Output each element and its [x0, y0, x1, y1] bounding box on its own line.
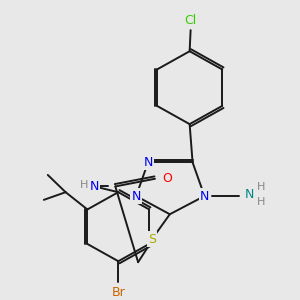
- Text: N: N: [244, 188, 254, 201]
- Text: N: N: [200, 190, 209, 202]
- Text: S: S: [148, 233, 156, 246]
- Text: N: N: [131, 190, 141, 202]
- Text: Br: Br: [111, 286, 125, 299]
- Text: H: H: [257, 197, 265, 207]
- Text: N: N: [90, 180, 99, 193]
- Text: Cl: Cl: [184, 14, 197, 27]
- Text: O: O: [162, 172, 172, 185]
- Text: H: H: [257, 182, 265, 192]
- Text: H: H: [80, 179, 88, 190]
- Text: N: N: [143, 156, 153, 169]
